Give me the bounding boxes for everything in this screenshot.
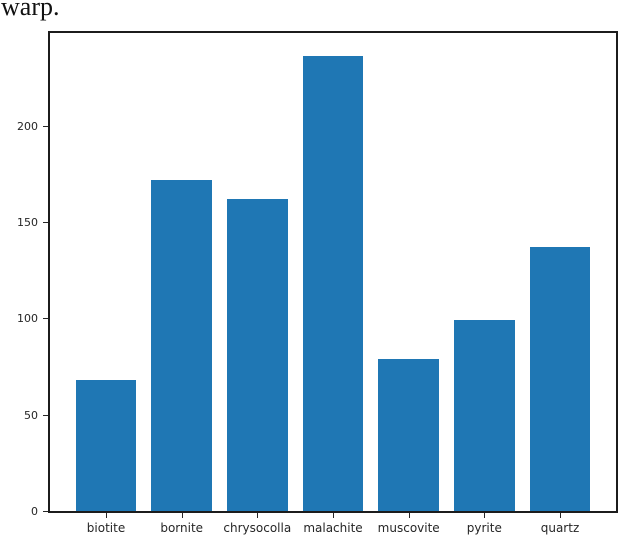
x-tick-mark bbox=[484, 513, 486, 518]
x-tick-mark bbox=[408, 513, 410, 518]
x-tick-mark bbox=[106, 513, 107, 518]
x-tick-label: bornite bbox=[160, 521, 204, 535]
bar-malachite bbox=[302, 56, 364, 511]
y-tick-mark bbox=[43, 414, 48, 416]
x-tick-label: biotite bbox=[86, 521, 126, 535]
bar-pyrite bbox=[454, 320, 515, 511]
y-tick-mark bbox=[43, 125, 48, 127]
y-tick-label: 100 bbox=[17, 312, 38, 326]
x-tick-mark bbox=[181, 513, 183, 518]
bar-bornite bbox=[151, 179, 212, 511]
x-tick-label: quartz bbox=[540, 521, 580, 535]
y-tick-mark bbox=[43, 318, 48, 320]
y-tick-mark bbox=[43, 221, 48, 223]
x-tick-label: malachite bbox=[303, 521, 363, 535]
x-tick-mark bbox=[560, 513, 561, 518]
y-tick-label: 150 bbox=[17, 215, 38, 229]
y-tick-label: 200 bbox=[17, 119, 38, 133]
x-tick-mark bbox=[333, 513, 334, 518]
y-tick-label: 0 bbox=[31, 505, 38, 518]
bar-quartz bbox=[529, 246, 591, 511]
y-tick-mark bbox=[43, 511, 48, 512]
y-tick-label: 50 bbox=[24, 408, 38, 422]
bar-biotite bbox=[75, 379, 137, 511]
x-tick-label: chrysocolla bbox=[223, 521, 292, 535]
caption-text: warp. bbox=[1, 0, 60, 21]
x-tick-label: pyrite bbox=[466, 521, 502, 535]
plot-area bbox=[48, 31, 618, 513]
bar-chrysocolla bbox=[227, 198, 288, 511]
x-tick-mark bbox=[257, 513, 259, 518]
bar-muscovite bbox=[378, 358, 439, 511]
x-tick-label: muscovite bbox=[377, 521, 440, 535]
